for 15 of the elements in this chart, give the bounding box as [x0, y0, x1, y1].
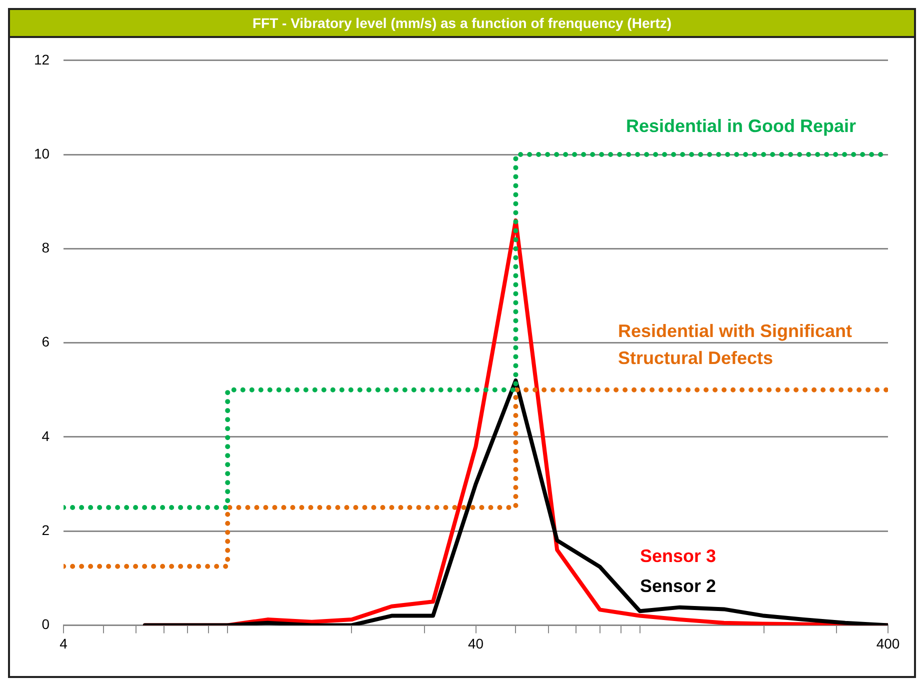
- series-label: Sensor 2: [640, 576, 716, 596]
- x-tick-label: 4: [60, 635, 68, 652]
- y-tick-label: 8: [42, 240, 50, 256]
- y-tick-label: 10: [34, 145, 50, 162]
- y-tick-label: 0: [42, 616, 50, 632]
- y-tick-label: 12: [34, 51, 50, 68]
- x-tick-label: 40: [468, 635, 484, 652]
- chart-title: FFT - Vibratory level (mm/s) as a function of frenquency (Hertz): [10, 10, 914, 38]
- series-label: Residential in Good Repair: [626, 116, 856, 136]
- y-tick-label: 6: [42, 334, 50, 350]
- text: Sensor 3: [640, 546, 716, 566]
- x-tick-label: 400: [876, 635, 900, 652]
- y-tick-label: 4: [42, 428, 50, 444]
- y-tick-label: 2: [42, 522, 50, 538]
- series-label: Residential with Significant Structural Defects: [618, 320, 852, 368]
